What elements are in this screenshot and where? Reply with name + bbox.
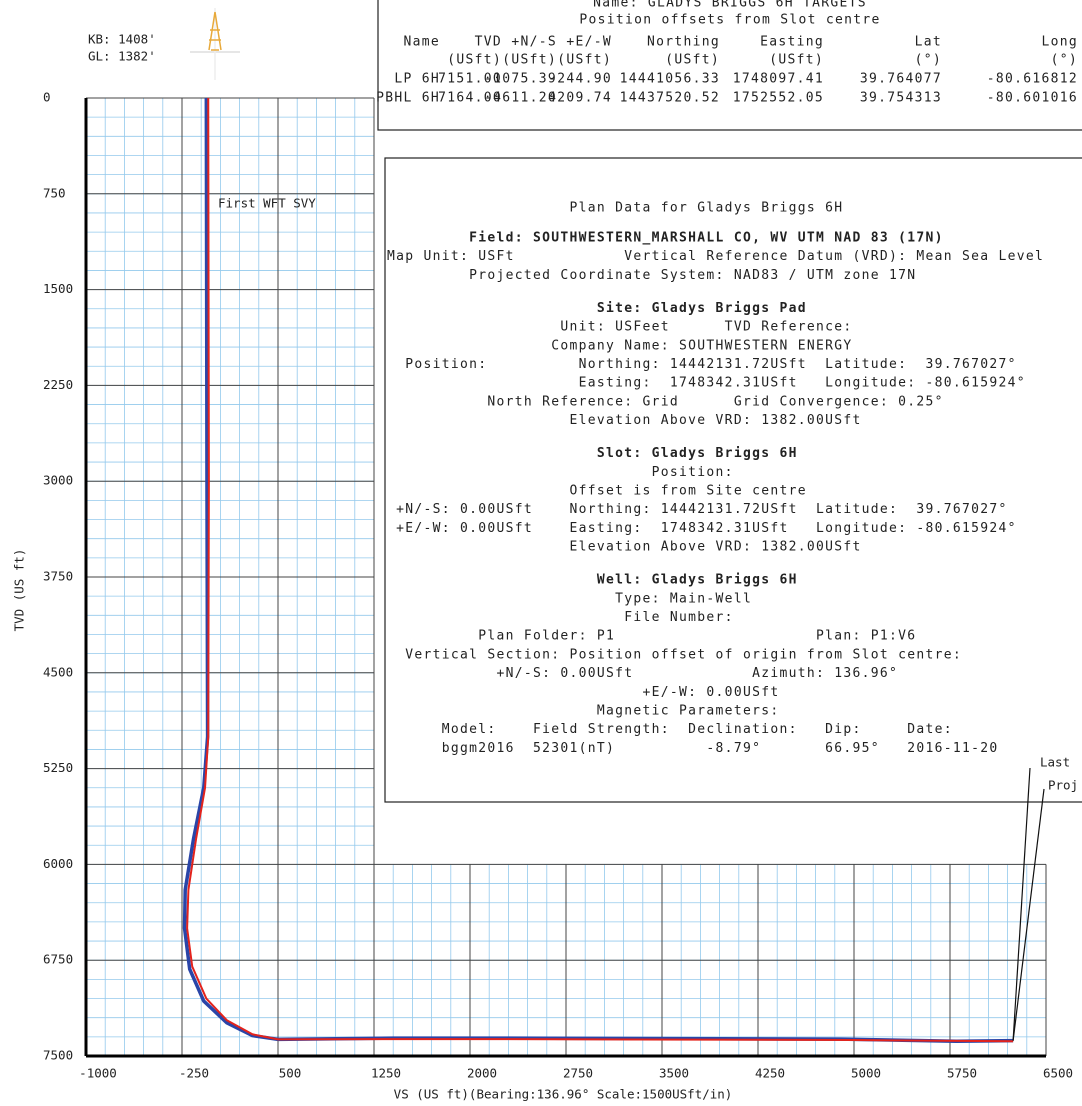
- table-cell: 7151.00: [438, 72, 502, 87]
- table-unit: (USft): [665, 53, 720, 68]
- series-line: [186, 97, 1014, 1043]
- x-tick-label: 1250: [371, 1066, 401, 1081]
- y-tick-label: 2250: [43, 377, 73, 392]
- table-header: +N/-S: [511, 35, 557, 50]
- table-header: Northing: [647, 35, 720, 50]
- table-header: Name: [403, 35, 440, 50]
- table-cell: 4209.74: [548, 91, 612, 106]
- y-tick-label: 3750: [43, 569, 73, 584]
- table-cell: -80.616812: [987, 72, 1078, 87]
- table-cell: 7164.00: [438, 91, 502, 106]
- table-unit: (°): [915, 53, 942, 68]
- plan-line: +E/-W: 0.00USft Easting: 1748342.31USft …: [387, 521, 1017, 536]
- x-axis-label: VS (US ft)(Bearing:136.96° Scale:1500USf…: [394, 1087, 733, 1102]
- annotation: GL: 1382': [88, 49, 156, 64]
- x-tick-label: 6500: [1043, 1066, 1073, 1081]
- table-cell: -244.90: [548, 72, 612, 87]
- y-tick-label: 1500: [43, 281, 73, 296]
- x-tick-label: -1000: [79, 1066, 117, 1081]
- section-heading: Well: Gladys Briggs 6H: [387, 573, 798, 588]
- plan-line: Model: Field Strength: Declination: Dip:…: [387, 722, 953, 737]
- plan-line: Plan Folder: P1 Plan: P1:V6: [387, 629, 916, 644]
- x-tick-label: -250: [179, 1066, 209, 1081]
- table-cell: -4611.20: [484, 91, 557, 106]
- annotation: Proj: [1048, 778, 1078, 793]
- table-cell: 14437520.52: [620, 91, 720, 106]
- section-heading: Site: Gladys Briggs Pad: [387, 301, 807, 316]
- table-cell: 39.764077: [860, 72, 942, 87]
- plan-line: North Reference: Grid Grid Convergence: …: [387, 394, 944, 409]
- x-tick-label: 5000: [851, 1066, 881, 1081]
- x-tick-label: 2000: [467, 1066, 497, 1081]
- table-header: Lat: [915, 35, 942, 50]
- plan-line: Offset is from Site centre: [387, 484, 807, 499]
- x-tick-label: 4250: [755, 1066, 785, 1081]
- table-cell: 39.754313: [860, 91, 942, 106]
- table-unit: (USft): [502, 53, 557, 68]
- plan-line: Position: Northing: 14442131.72USft Lati…: [387, 357, 1017, 372]
- plan-line: Map Unit: USFt Vertical Reference Datum …: [387, 249, 1044, 264]
- plan-line: Position:: [387, 465, 734, 480]
- plan-line: bggm2016 52301(nT) -8.79° 66.95° 2016-11…: [387, 741, 999, 756]
- plan-line: Unit: USFeet TVD Reference:: [387, 320, 852, 335]
- plan-line: Vertical Section: Position offset of ori…: [387, 647, 962, 662]
- table-unit: (USft): [447, 53, 502, 68]
- plan-data-box: [384, 157, 1082, 803]
- table-header: +E/-W: [566, 35, 612, 50]
- plan-line: Elevation Above VRD: 1382.00USft: [387, 540, 862, 555]
- table-unit: (USft): [557, 53, 612, 68]
- x-tick-label: 5750: [947, 1066, 977, 1081]
- table-cell: -1075.39: [484, 72, 557, 87]
- x-tick-label: 2750: [563, 1066, 593, 1081]
- table-header: Easting: [760, 35, 824, 50]
- annotation: Last: [1040, 755, 1070, 770]
- x-tick-label: 500: [279, 1066, 302, 1081]
- plan-line: +N/-S: 0.00USft Northing: 14442131.72USf…: [387, 502, 1008, 517]
- table-unit: (°): [1051, 53, 1078, 68]
- plan-line: Elevation Above VRD: 1382.00USft: [387, 413, 862, 428]
- table-cell: PBHL 6H: [376, 91, 440, 106]
- table-cell: 1752552.05: [733, 91, 824, 106]
- plan-line: Magnetic Parameters:: [387, 704, 779, 719]
- plan-line: Type: Main-Well: [387, 591, 752, 606]
- leader-line: [1012, 767, 1031, 1041]
- table-cell: -80.601016: [987, 91, 1078, 106]
- annotation: First WFT SVY: [218, 196, 316, 211]
- table-cell: LP 6H: [394, 72, 440, 87]
- targets-box: [377, 0, 1082, 131]
- plan-line: Projected Coordinate System: NAD83 / UTM…: [387, 268, 916, 283]
- x-tick-label: 3500: [659, 1066, 689, 1081]
- annotation: KB: 1408': [88, 32, 156, 47]
- plan-line: Company Name: SOUTHWESTERN ENERGY: [387, 338, 852, 353]
- table-subtitle: Position offsets from Slot centre: [579, 13, 880, 28]
- plan-line: +E/-W: 0.00USft: [387, 685, 779, 700]
- table-cell: 1748097.41: [733, 72, 824, 87]
- y-tick-label: 7500: [43, 1048, 73, 1063]
- text-layer: -1000 -250 500 1250 2000 2750 3500 4250 5000 5750…: [43, 0, 1078, 1081]
- y-tick-label: 4500: [43, 664, 73, 679]
- derrick-icon: [190, 8, 240, 80]
- plan-title: Plan Data for Gladys Briggs 6H: [387, 201, 843, 216]
- section-heading: Field: SOUTHWESTERN_MARSHALL CO, WV UTM …: [387, 231, 944, 246]
- y-tick-label: 6750: [43, 952, 73, 967]
- table-title: Name: GLADYS BRIGGS 6H TARGETS: [593, 0, 867, 11]
- table-header: Long: [1041, 35, 1078, 50]
- plot-area: [84, 97, 1047, 1058]
- y-tick-label: 0: [43, 90, 51, 105]
- y-tick-label: 3000: [43, 473, 73, 488]
- section-heading: Slot: Gladys Briggs 6H: [387, 446, 798, 461]
- table-cell: 14441056.33: [620, 72, 720, 87]
- y-tick-label: 6000: [43, 856, 73, 871]
- table-header: TVD: [475, 35, 502, 50]
- plan-line: File Number:: [387, 610, 734, 625]
- leader-line: [1012, 788, 1045, 1041]
- plan-line: Easting: 1748342.31USft Longitude: -80.6…: [387, 376, 1026, 391]
- y-tick-label: 5250: [43, 760, 73, 775]
- plan-line: +N/-S: 0.00USft Azimuth: 136.96°: [387, 666, 898, 681]
- table-unit: (USft): [769, 53, 824, 68]
- y-axis-label: TVD (US ft): [12, 549, 27, 632]
- y-tick-label: 750: [43, 185, 66, 200]
